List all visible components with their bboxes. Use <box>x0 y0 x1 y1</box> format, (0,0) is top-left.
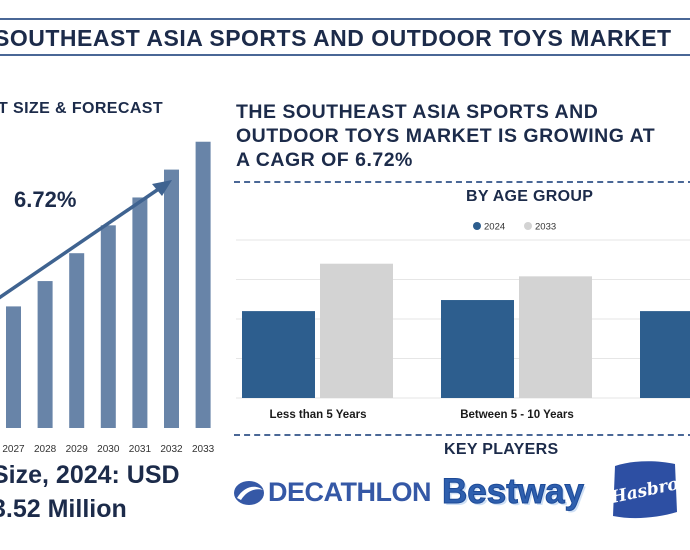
page-title: SOUTHEAST ASIA SPORTS AND OUTDOOR TOYS M… <box>0 25 672 51</box>
age-group-bar <box>640 311 690 398</box>
age-category-label: Between 5 - 10 Years <box>460 409 574 421</box>
year-tick-label: 2029 <box>66 444 89 455</box>
year-tick-label: 2027 <box>2 444 25 455</box>
size-forecast-heading: T SIZE & FORECAST <box>0 100 164 117</box>
legend-swatch-icon <box>524 222 532 230</box>
key-players-title: KEY PLAYERS <box>444 441 559 458</box>
hasbro-logo: Hasbro <box>607 458 681 522</box>
market-size-line: 3.52 Million <box>0 495 127 523</box>
age-chart-title: BY AGE GROUP <box>466 188 594 205</box>
forecast-bar <box>6 306 21 428</box>
headline-line: THE SOUTHEAST ASIA SPORTS AND <box>236 101 599 123</box>
trend-arrow-head-icon <box>152 180 172 196</box>
forecast-bar <box>195 141 211 428</box>
bestway-wordmark: Bestway <box>441 472 585 512</box>
forecast-bar <box>132 197 148 428</box>
year-tick-label: 2031 <box>129 444 152 455</box>
year-tick-label: 2028 <box>34 444 57 455</box>
headline-line: A CAGR OF 6.72% <box>236 149 413 171</box>
year-tick-label: 2030 <box>97 444 120 455</box>
market-size-text: Size, 2024: USD 3.52 Million <box>0 458 180 526</box>
trend-arrow-line <box>0 184 164 300</box>
forecast-bar <box>37 281 53 428</box>
headline: THE SOUTHEAST ASIA SPORTS AND OUTDOOR TO… <box>236 100 690 172</box>
forecast-bar <box>164 169 179 428</box>
dashed-divider <box>234 434 690 436</box>
headline-line: OUTDOOR TOYS MARKET IS GROWING AT <box>236 125 656 147</box>
age-group-bar <box>242 311 315 398</box>
forecast-bar <box>100 225 116 428</box>
legend-label: 2024 <box>484 222 505 233</box>
dashed-divider <box>234 181 690 183</box>
title-bar: SOUTHEAST ASIA SPORTS AND OUTDOOR TOYS M… <box>0 18 690 56</box>
bestway-logo: Bestway <box>441 472 585 512</box>
year-tick-label: 2033 <box>192 444 215 455</box>
age-group-bar <box>320 263 393 398</box>
legend-label: 2033 <box>535 222 556 233</box>
market-size-line: Size, 2024: USD <box>0 461 180 489</box>
age-category-label: Less than 5 Years <box>270 409 367 421</box>
forecast-bar <box>69 253 85 428</box>
legend-swatch-icon <box>473 222 481 230</box>
decathlon-wordmark: DECATHLON <box>268 477 431 507</box>
age-group-bar <box>441 300 514 398</box>
hasbro-badge-icon: Hasbro <box>608 461 681 519</box>
year-tick-label: 2032 <box>160 444 183 455</box>
cagr-label: 6.72% <box>14 187 77 212</box>
age-group-bar <box>519 276 592 398</box>
decathlon-swoosh-icon <box>234 481 264 505</box>
